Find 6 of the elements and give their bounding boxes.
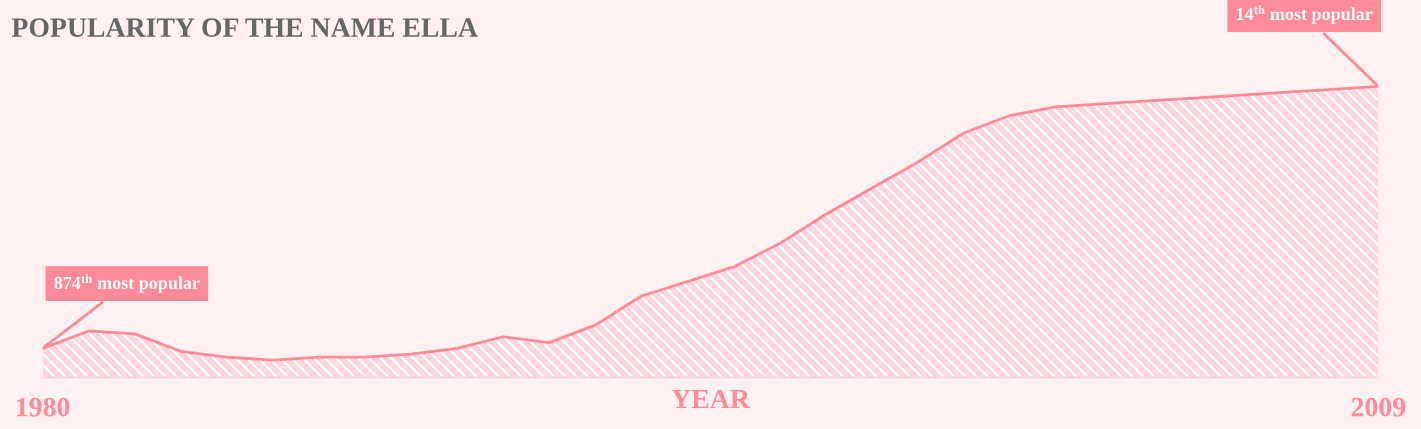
- x-axis-title: YEAR: [671, 389, 751, 409]
- annotation: 874$^{th}$ most popular: [54, 274, 200, 293]
- x-tick-label: 2009: [1351, 397, 1406, 417]
- chart-title: POPULARITY OF THE NAME ELLA: [11, 18, 478, 37]
- x-tick-label: 1980: [17, 397, 70, 417]
- annotation: 14$^{th}$ most popular: [1237, 5, 1373, 24]
